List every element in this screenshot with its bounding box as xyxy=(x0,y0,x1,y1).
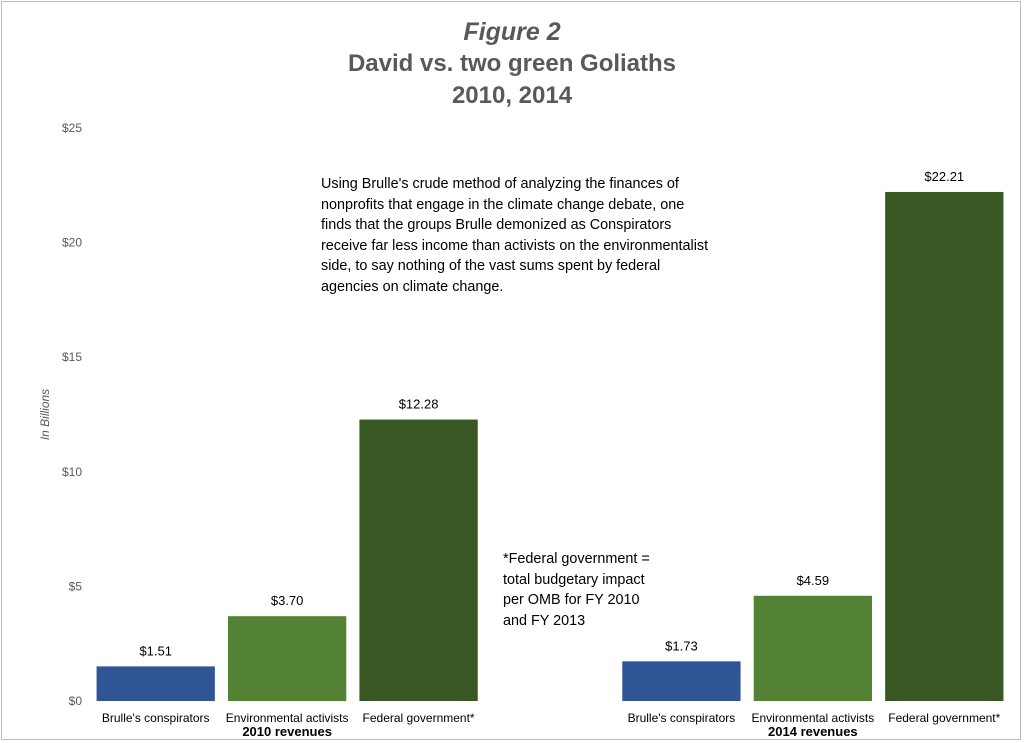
category-label: Environmental activists xyxy=(226,711,349,725)
category-label: Brulle's conspirators xyxy=(102,711,210,725)
y-tick-label: $20 xyxy=(62,236,82,250)
group-label: 2014 revenues xyxy=(768,724,858,739)
bar xyxy=(359,419,478,701)
y-tick-label: $10 xyxy=(62,465,82,479)
category-label: Federal government* xyxy=(888,711,1000,725)
bar xyxy=(96,666,215,701)
category-label: Federal government* xyxy=(363,711,475,725)
chart-title: David vs. two green Goliaths xyxy=(347,50,677,77)
y-tick-label: $15 xyxy=(62,350,82,364)
y-tick-label: $5 xyxy=(69,579,83,593)
data-label: $1.73 xyxy=(665,638,698,653)
y-tick-label: $0 xyxy=(69,694,83,708)
data-label: $22.21 xyxy=(924,169,964,184)
chart-subtitle: 2010, 2014 xyxy=(451,82,573,109)
chart-titles: Figure 2 David vs. two green Goliaths 20… xyxy=(0,16,1024,112)
figure-label: Figure 2 xyxy=(463,18,561,46)
annotation-text: Using Brulle's crude method of analyzing… xyxy=(321,176,709,295)
y-axis-label: In Billions xyxy=(38,389,52,440)
data-label: $3.70 xyxy=(271,593,304,608)
category-label: Environmental activists xyxy=(751,711,874,725)
bar xyxy=(753,595,872,701)
data-label: $12.28 xyxy=(399,397,439,412)
bar xyxy=(228,616,347,701)
y-tick-label: $25 xyxy=(62,121,82,135)
bar xyxy=(622,661,741,701)
footnote-text: *Federal government = total budgetary im… xyxy=(503,551,650,629)
group-label: 2010 revenues xyxy=(242,724,332,739)
data-label: $4.59 xyxy=(797,573,830,588)
bar xyxy=(885,191,1004,702)
data-label: $1.51 xyxy=(139,643,172,658)
category-label: Brulle's conspirators xyxy=(628,711,736,725)
